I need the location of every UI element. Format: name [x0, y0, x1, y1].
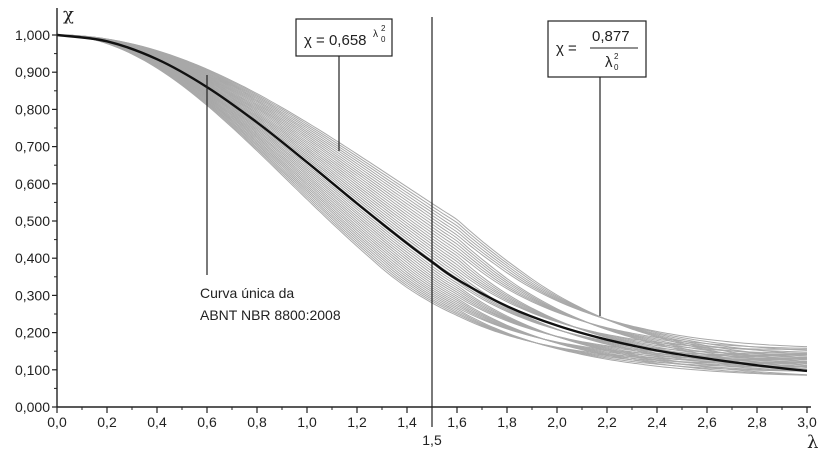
x-tick-label: 2,6: [697, 414, 717, 430]
formula-left-box: [295, 18, 393, 57]
y-tick-label: 0,000: [15, 399, 50, 415]
formula-left-sup-sub: 0: [381, 35, 386, 44]
x-ticks: 0,0 0,2 0,4 0,6 0,8 1,0 1,2 1,4 1,6 1,8 2,0 2,2 2,4 2…: [47, 407, 817, 430]
formula-right-box: [547, 20, 647, 78]
main-curve: [56, 33, 808, 373]
x-tick-label: 2,2: [597, 414, 617, 430]
x-tick-label: 0,6: [197, 414, 217, 430]
x-tick-label: 1,8: [497, 414, 517, 430]
x-tick-label: 0,8: [247, 414, 267, 430]
x-tick-label: 2,8: [747, 414, 767, 430]
y-axis-title: χ: [63, 4, 74, 25]
x-tick-label: 1,0: [297, 414, 317, 430]
x-tick-label: 0,2: [97, 414, 117, 430]
y-tick-label: 0,700: [15, 139, 50, 155]
x-tick-label: 0,4: [147, 414, 167, 430]
x-tick-label: 1,6: [447, 414, 467, 430]
y-tick-label: 0,800: [15, 101, 50, 117]
formula-left-sup-exp: 2: [381, 24, 386, 33]
formula-left-sup: λ: [373, 29, 378, 40]
x-tick-label: 2,0: [547, 414, 567, 430]
formula-left-main: χ = 0,658: [304, 32, 367, 49]
y-tick-label: 0,600: [15, 176, 50, 192]
note-line-2: ABNT NBR 8800:2008: [200, 307, 341, 323]
x-axis-title: λ: [807, 432, 818, 453]
axes: [56, 8, 811, 408]
formula-right-numerator: 0,877: [592, 28, 630, 45]
x-tick-label: 1,4: [397, 414, 417, 430]
formula-box-exponential: χ = 0,658 λ 2 0: [295, 18, 393, 151]
y-tick-label: 0,900: [15, 64, 50, 80]
single-curve-note: Curva única da ABNT NBR 8800:2008: [200, 75, 341, 323]
note-line-1: Curva única da: [200, 285, 294, 301]
formula-right-prefix: χ =: [556, 40, 577, 57]
formula-right-denominator: λ: [605, 54, 613, 71]
y-tick-label: 0,500: [15, 213, 50, 229]
y-tick-label: 0,100: [15, 362, 50, 378]
formula-right-den-sub: 0: [614, 63, 619, 72]
x-tick-label: 2,4: [647, 414, 667, 430]
x-tick-label: 1,2: [347, 414, 367, 430]
formula-box-hyperbolic: χ = 0,877 λ 2 0: [547, 20, 647, 316]
formula-right-den-exp: 2: [614, 52, 619, 61]
x-tick-label: 3,0: [797, 414, 817, 430]
y-tick-label: 0,200: [15, 325, 50, 341]
y-tick-label: 0,300: [15, 287, 50, 303]
y-tick-label: 1,000: [15, 27, 50, 43]
x-tick-label: 0,0: [47, 414, 67, 430]
reference-line-label: 1,5: [422, 432, 442, 448]
y-ticks: 0,000 0,100 0,200 0,300 0,400 0,500 0,600 0,700…: [15, 27, 57, 415]
y-tick-label: 0,400: [15, 250, 50, 266]
